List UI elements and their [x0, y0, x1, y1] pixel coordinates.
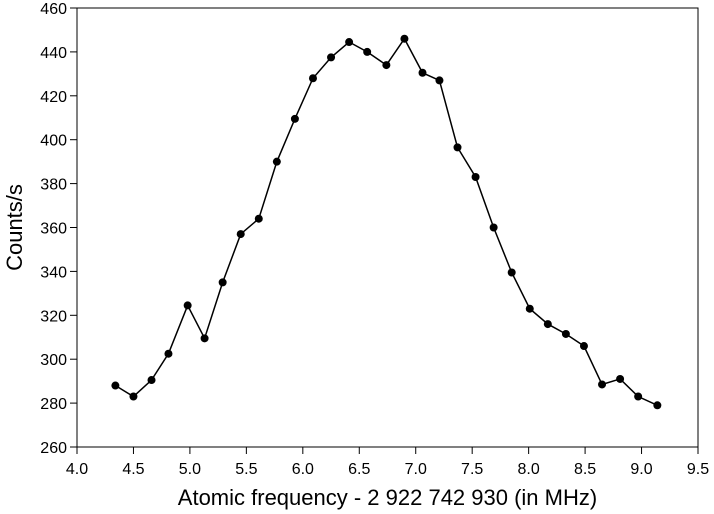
x-tick-label: 7.5 — [461, 461, 483, 478]
y-tick-label: 380 — [40, 177, 67, 194]
y-tick-label: 260 — [40, 440, 67, 457]
data-point — [111, 381, 120, 390]
data-point — [164, 349, 173, 358]
data-point — [453, 143, 462, 152]
x-tick-label: 7.0 — [405, 461, 427, 478]
x-tick-label: 5.0 — [179, 461, 201, 478]
series-layer — [111, 34, 662, 410]
data-point — [308, 74, 317, 83]
data-point — [489, 223, 498, 232]
x-axis: 4.0 4.5 5.0 5.5 6.0 6.5 7.0 7.5 8.0 8.5 9.0 9.5 — [66, 447, 709, 478]
data-point — [543, 320, 552, 329]
data-point — [471, 173, 480, 182]
x-tick-label: 8.5 — [574, 461, 596, 478]
x-tick-label: 8.0 — [518, 461, 540, 478]
x-axis-label: Atomic frequency - 2 922 742 930 (in MHz… — [178, 485, 597, 510]
y-tick-label: 300 — [40, 352, 67, 369]
data-point — [579, 342, 588, 351]
data-point — [147, 376, 156, 385]
x-tick-label: 9.5 — [687, 461, 709, 478]
y-tick-label: 340 — [40, 264, 67, 281]
data-point — [382, 61, 391, 70]
data-point — [129, 392, 138, 401]
data-point — [418, 68, 427, 77]
y-tick-label: 440 — [40, 45, 67, 62]
y-tick-label: 400 — [40, 133, 67, 150]
data-point — [345, 38, 354, 47]
data-point — [400, 34, 409, 43]
y-tick-label: 280 — [40, 396, 67, 413]
y-axis-label: Counts/s — [2, 184, 27, 271]
data-point — [435, 76, 444, 85]
y-tick-label: 360 — [40, 221, 67, 238]
data-point — [525, 304, 534, 313]
data-point — [653, 401, 662, 410]
x-tick-label: 9.0 — [630, 461, 652, 478]
series-line — [115, 37, 658, 406]
data-point — [507, 268, 516, 277]
data-point — [183, 301, 192, 310]
data-point — [363, 47, 372, 56]
data-point — [290, 114, 299, 123]
x-tick-label: 5.5 — [235, 461, 257, 478]
data-point — [634, 392, 643, 401]
x-tick-label: 4.0 — [66, 461, 88, 478]
x-tick-label: 6.5 — [348, 461, 370, 478]
data-point — [561, 329, 570, 338]
x-tick-label: 6.0 — [292, 461, 314, 478]
plot-area-frame — [76, 7, 699, 448]
y-tick-label: 460 — [40, 1, 67, 18]
y-tick-label: 320 — [40, 308, 67, 325]
data-point — [254, 214, 263, 223]
data-point — [236, 230, 245, 239]
y-axis: 260 280 300 320 340 360 380 400 420 440 460 — [40, 1, 77, 457]
data-point — [272, 157, 281, 166]
y-tick-label: 420 — [40, 89, 67, 106]
data-point — [200, 334, 209, 343]
data-point — [327, 53, 336, 62]
x-tick-label: 4.5 — [122, 461, 144, 478]
data-point — [218, 278, 227, 287]
data-point — [598, 380, 607, 389]
data-point — [616, 374, 625, 383]
